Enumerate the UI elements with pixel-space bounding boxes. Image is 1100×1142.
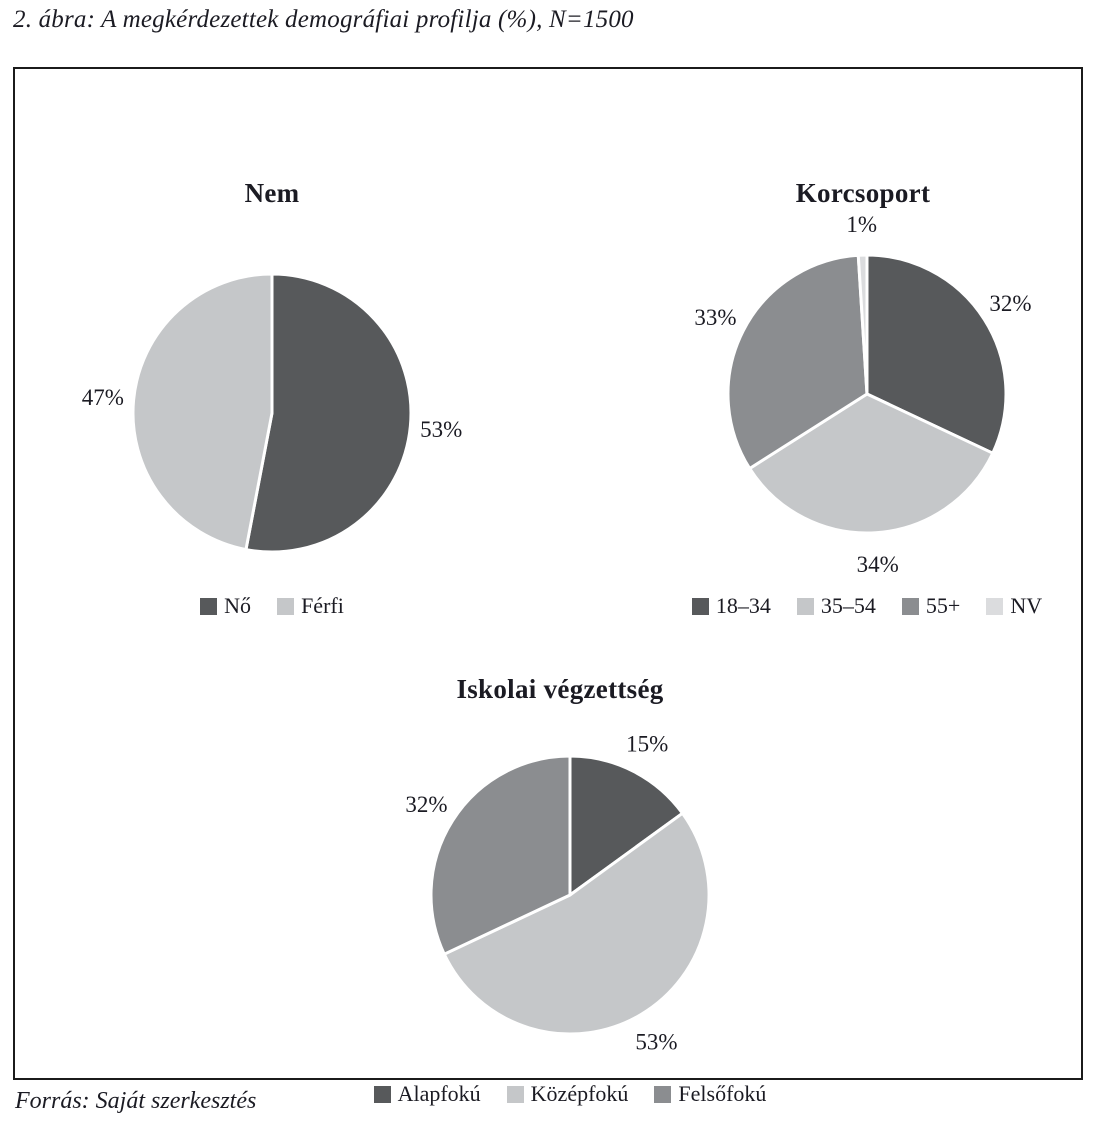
legend-label: 18–34 — [715, 593, 771, 618]
gender-chart-title: Nem — [244, 178, 300, 208]
legend-label: Alapfokú — [397, 1081, 481, 1106]
gender-legend: Nő Férfi — [52, 593, 492, 619]
education-legend: Alapfokú Középfokú Felsőfokú — [350, 1081, 790, 1107]
legend-item: 35–54 — [796, 593, 876, 619]
slice-value-label: 53% — [635, 1029, 677, 1054]
legend-item: Alapfokú — [373, 1081, 481, 1107]
legend-item: 18–34 — [691, 593, 771, 619]
pie-slice-1-2 — [726, 253, 869, 470]
pie-slice-2-2 — [429, 754, 572, 956]
age-group-pie-chart: 32% 34% 33% 1% — [647, 174, 1087, 614]
slice-value-label: 32% — [405, 792, 447, 817]
legend-label: Középfokú — [530, 1081, 629, 1106]
slice-value-label: 33% — [694, 305, 736, 330]
legend-item: Férfi — [277, 593, 344, 619]
legend-swatch-icon — [691, 597, 709, 615]
slice-value-label: 1% — [846, 212, 877, 237]
legend-item: 55+ — [901, 593, 961, 619]
legend-label: Nő — [224, 593, 252, 618]
pie-svg: 15% 53% 32% — [405, 732, 711, 1054]
legend-swatch-icon — [901, 597, 919, 615]
slice-value-label: 32% — [989, 291, 1031, 316]
pie-slice-0-0 — [244, 272, 413, 554]
legend-item: Középfokú — [506, 1081, 629, 1107]
pie-slice-2-0 — [568, 754, 684, 897]
legend-label: 35–54 — [820, 593, 876, 618]
legend-swatch-icon — [373, 1085, 391, 1103]
source-note: Forrás: Saját szerkesztés — [15, 1088, 257, 1114]
legend-swatch-icon — [986, 597, 1004, 615]
pie-svg: 53% 47% — [82, 272, 462, 554]
slice-value-label: 47% — [82, 385, 124, 410]
legend-swatch-icon — [277, 597, 295, 615]
pie-slice-1-1 — [748, 392, 995, 535]
legend-swatch-icon — [506, 1085, 524, 1103]
pie-svg: 32% 34% 33% 1% — [694, 212, 1031, 577]
pie-slice-0-1 — [131, 272, 274, 552]
slice-value-label: 34% — [857, 552, 899, 577]
legend-label: Felsőfokú — [678, 1081, 767, 1106]
legend-label: Férfi — [301, 593, 344, 618]
education-pie-chart: 15% 53% 32% — [350, 675, 790, 1115]
legend-label: 55+ — [925, 593, 961, 618]
figure-caption: 2. ábra: A megkérdezettek demográfiai pr… — [13, 6, 634, 33]
pie-slice-1-3 — [856, 253, 869, 396]
pie-slice-2-1 — [442, 811, 711, 1036]
legend-item: Felsőfokú — [654, 1081, 766, 1107]
age-group-legend: 18–34 35–54 55+ NV — [647, 593, 1087, 619]
legend-swatch-icon — [796, 597, 814, 615]
pie-slice-1-0 — [865, 253, 1008, 455]
legend-swatch-icon — [654, 1085, 672, 1103]
legend-label: NV — [1010, 593, 1043, 618]
education-chart-title: Iskolai végzettség — [456, 674, 664, 704]
chart-border-box: Nem 53% 47% Nő Férfi Korcsoport 32% 34% 33% 1… — [13, 67, 1083, 1106]
gender-pie-chart: 53% 47% — [52, 193, 492, 633]
legend-swatch-icon — [200, 597, 218, 615]
legend-item: Nő — [200, 593, 251, 619]
age-group-chart-title: Korcsoport — [795, 178, 931, 208]
slice-value-label: 53% — [420, 417, 462, 442]
slice-value-label: 15% — [626, 732, 668, 757]
legend-item: NV — [986, 593, 1042, 619]
